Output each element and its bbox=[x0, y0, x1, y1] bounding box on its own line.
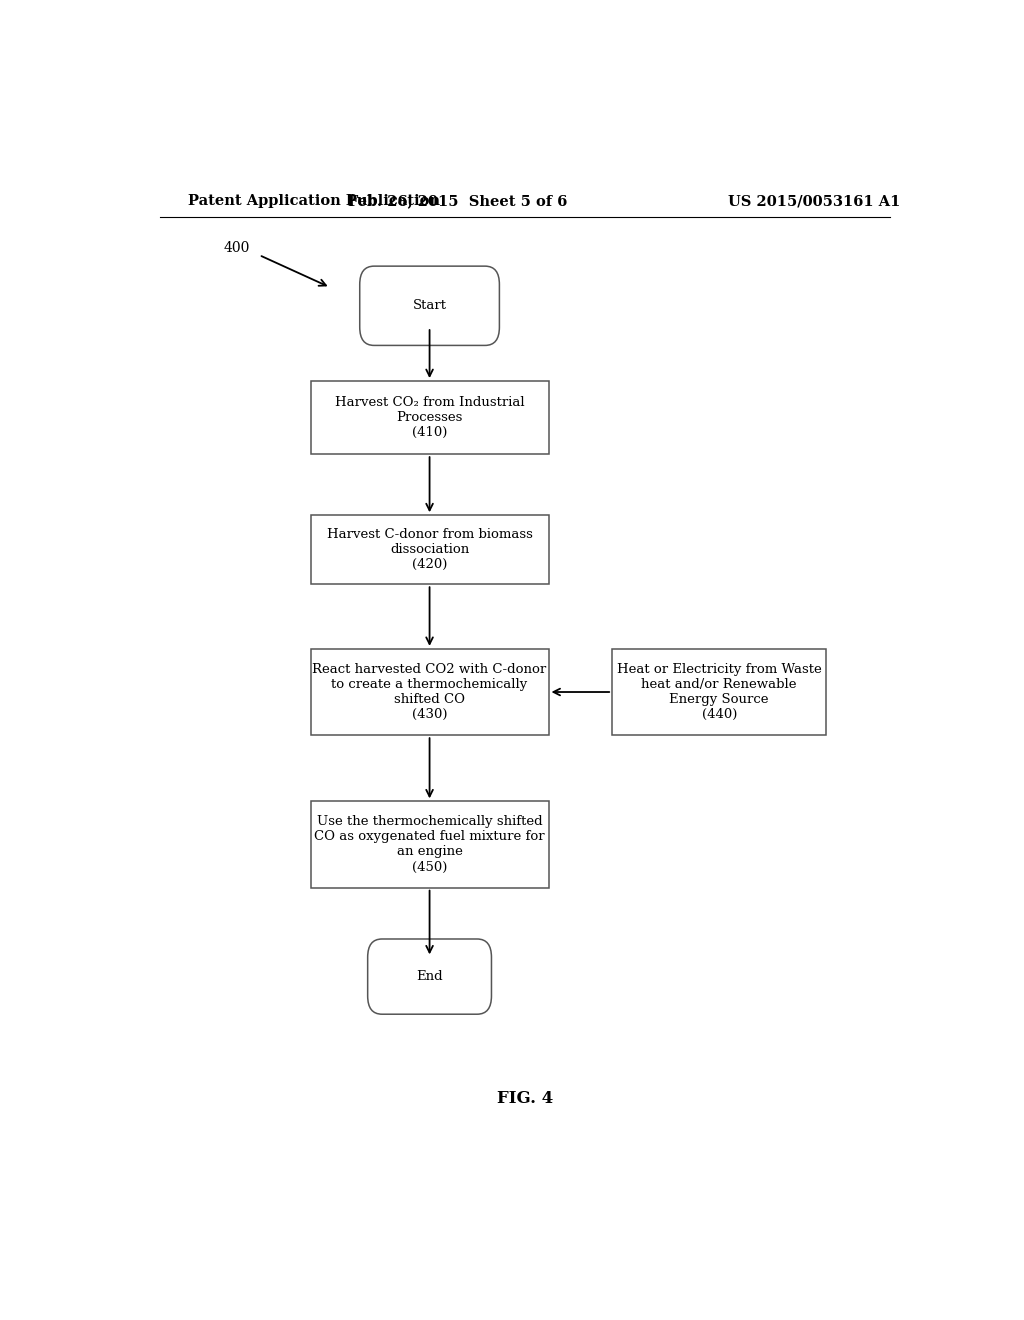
Text: Harvest C-donor from biomass
dissociation
(420): Harvest C-donor from biomass dissociatio… bbox=[327, 528, 532, 572]
FancyBboxPatch shape bbox=[310, 515, 549, 585]
FancyBboxPatch shape bbox=[368, 939, 492, 1014]
FancyBboxPatch shape bbox=[310, 649, 549, 735]
Text: US 2015/0053161 A1: US 2015/0053161 A1 bbox=[728, 194, 901, 209]
FancyBboxPatch shape bbox=[310, 801, 549, 887]
Text: Harvest CO₂ from Industrial
Processes
(410): Harvest CO₂ from Industrial Processes (4… bbox=[335, 396, 524, 440]
FancyBboxPatch shape bbox=[612, 649, 826, 735]
Text: React harvested CO2 with C-donor
to create a thermochemically
shifted CO
(430): React harvested CO2 with C-donor to crea… bbox=[312, 663, 547, 721]
Text: Start: Start bbox=[413, 300, 446, 313]
FancyBboxPatch shape bbox=[359, 267, 500, 346]
FancyBboxPatch shape bbox=[310, 381, 549, 454]
Text: 400: 400 bbox=[223, 240, 250, 255]
Text: End: End bbox=[416, 970, 443, 983]
Text: Use the thermochemically shifted
CO as oxygenated fuel mixture for
an engine
(45: Use the thermochemically shifted CO as o… bbox=[314, 816, 545, 874]
Text: Feb. 26, 2015  Sheet 5 of 6: Feb. 26, 2015 Sheet 5 of 6 bbox=[348, 194, 567, 209]
Text: FIG. 4: FIG. 4 bbox=[497, 1090, 553, 1107]
Text: Heat or Electricity from Waste
heat and/or Renewable
Energy Source
(440): Heat or Electricity from Waste heat and/… bbox=[616, 663, 821, 721]
Text: Patent Application Publication: Patent Application Publication bbox=[187, 194, 439, 209]
